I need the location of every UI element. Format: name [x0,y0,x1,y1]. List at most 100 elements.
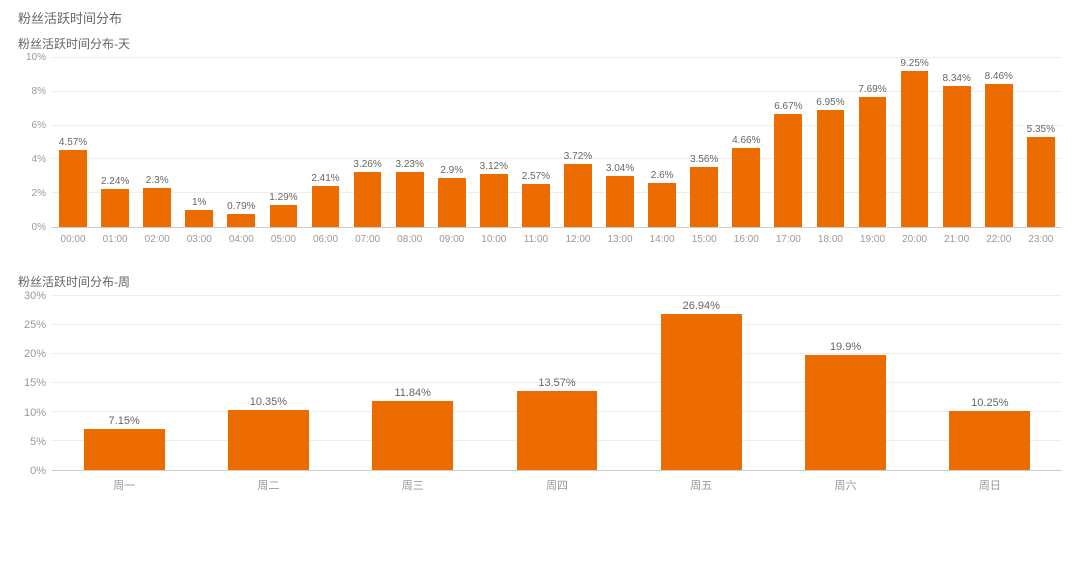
bar-slot: 7.15% [52,296,196,470]
bar [985,84,1013,227]
x-tick: 02:00 [136,228,178,245]
bar-slot: 10.25% [918,296,1062,470]
bar-slot: 2.6% [641,58,683,227]
bar-slot: 6.95% [809,58,851,227]
weekly-bars: 7.15%10.35%11.84%13.57%26.94%19.9%10.25% [52,296,1062,470]
bar [1027,137,1055,227]
bar-value-label: 3.04% [606,163,634,174]
hourly-x-axis: 00:0001:0002:0003:0004:0005:0006:0007:00… [52,228,1062,245]
x-tick: 11:00 [515,228,557,245]
x-tick: 22:00 [978,228,1020,245]
bar-slot: 2.9% [431,58,473,227]
bar-slot: 3.12% [473,58,515,227]
x-tick: 04:00 [220,228,262,245]
weekly-x-axis: 周一周二周三周四周五周六周日 [52,471,1062,493]
bar-value-label: 6.67% [774,101,802,112]
bar-value-label: 4.57% [59,137,87,148]
hourly-y-axis: 10%8%6%4%2%0% [18,58,52,228]
bar [732,148,760,227]
bar [372,401,453,470]
bar-value-label: 4.66% [732,135,760,146]
bar-value-label: 1% [192,197,206,208]
bar-slot: 9.25% [894,58,936,227]
x-tick: 10:00 [473,228,515,245]
weekly-y-axis: 30%25%20%15%10%5%0% [18,296,52,471]
bar-value-label: 3.23% [395,159,423,170]
x-tick: 23:00 [1020,228,1062,245]
x-tick: 周二 [196,471,340,493]
bar-value-label: 3.26% [353,159,381,170]
weekly-plot-area: 7.15%10.35%11.84%13.57%26.94%19.9%10.25% [52,296,1062,471]
bar [661,314,742,470]
bar [564,164,592,227]
bar [949,411,1030,470]
x-tick: 14:00 [641,228,683,245]
bar [59,150,87,227]
bar-slot: 3.56% [683,58,725,227]
bar-slot: 2.24% [94,58,136,227]
bar-value-label: 11.84% [394,387,431,399]
bar [943,86,971,227]
bar-value-label: 13.57% [538,377,575,389]
bar-slot: 8.46% [978,58,1020,227]
x-tick: 周日 [918,471,1062,493]
bar [859,97,887,227]
bar-value-label: 26.94% [683,300,720,312]
bar-slot: 8.34% [936,58,978,227]
bar-value-label: 8.46% [985,71,1013,82]
bar [480,174,508,227]
x-tick: 16:00 [725,228,767,245]
x-tick: 06:00 [304,228,346,245]
bar-value-label: 2.6% [651,170,674,181]
bar-value-label: 7.69% [858,84,886,95]
bar-slot: 6.67% [767,58,809,227]
bar-value-label: 19.9% [830,341,861,353]
x-tick: 20:00 [894,228,936,245]
bar-slot: 7.69% [851,58,893,227]
bar-value-label: 2.9% [440,165,463,176]
bar-slot: 1.29% [262,58,304,227]
x-tick: 05:00 [262,228,304,245]
bar-value-label: 3.72% [564,151,592,162]
bar [101,189,129,227]
bar-slot: 5.35% [1020,58,1062,227]
hourly-bars: 4.57% 2.24% 2.3% 1% 0.79%1.29% 2.41% 3.26% 3.23… [52,58,1062,227]
x-tick: 13:00 [599,228,641,245]
x-tick: 周五 [629,471,773,493]
x-tick: 19:00 [851,228,893,245]
bar [312,186,340,227]
bar-value-label: 3.12% [480,161,508,172]
bar [522,184,550,227]
x-tick: 08:00 [389,228,431,245]
bar [606,176,634,227]
bar [227,214,255,227]
bar-value-label: 10.25% [971,397,1008,409]
x-tick: 01:00 [94,228,136,245]
bar [817,110,845,227]
x-tick: 07:00 [347,228,389,245]
x-tick: 21:00 [936,228,978,245]
bar [84,429,165,470]
bar [774,114,802,227]
x-tick: 09:00 [431,228,473,245]
x-tick: 17:00 [767,228,809,245]
bar-slot: 26.94% [629,296,773,470]
bar-slot: 3.04% [599,58,641,227]
bar-value-label: 2.24% [101,176,129,187]
bar-value-label: 9.25% [900,58,928,69]
bar [517,391,598,470]
bar-value-label: 6.95% [816,97,844,108]
bar-value-label: 7.15% [109,415,140,427]
bar-slot: 0.79% [220,58,262,227]
x-tick: 周一 [52,471,196,493]
bar-value-label: 2.3% [146,175,169,186]
bar-value-label: 8.34% [943,73,971,84]
bar-slot: 19.9% [773,296,917,470]
bar-value-label: 2.41% [311,173,339,184]
bar [438,178,466,227]
x-tick: 周三 [341,471,485,493]
bar [648,183,676,227]
hourly-plot-area: 4.57% 2.24% 2.3% 1% 0.79%1.29% 2.41% 3.26% 3.23… [52,58,1062,228]
bar [143,188,171,227]
bar-slot: 2.57% [515,58,557,227]
